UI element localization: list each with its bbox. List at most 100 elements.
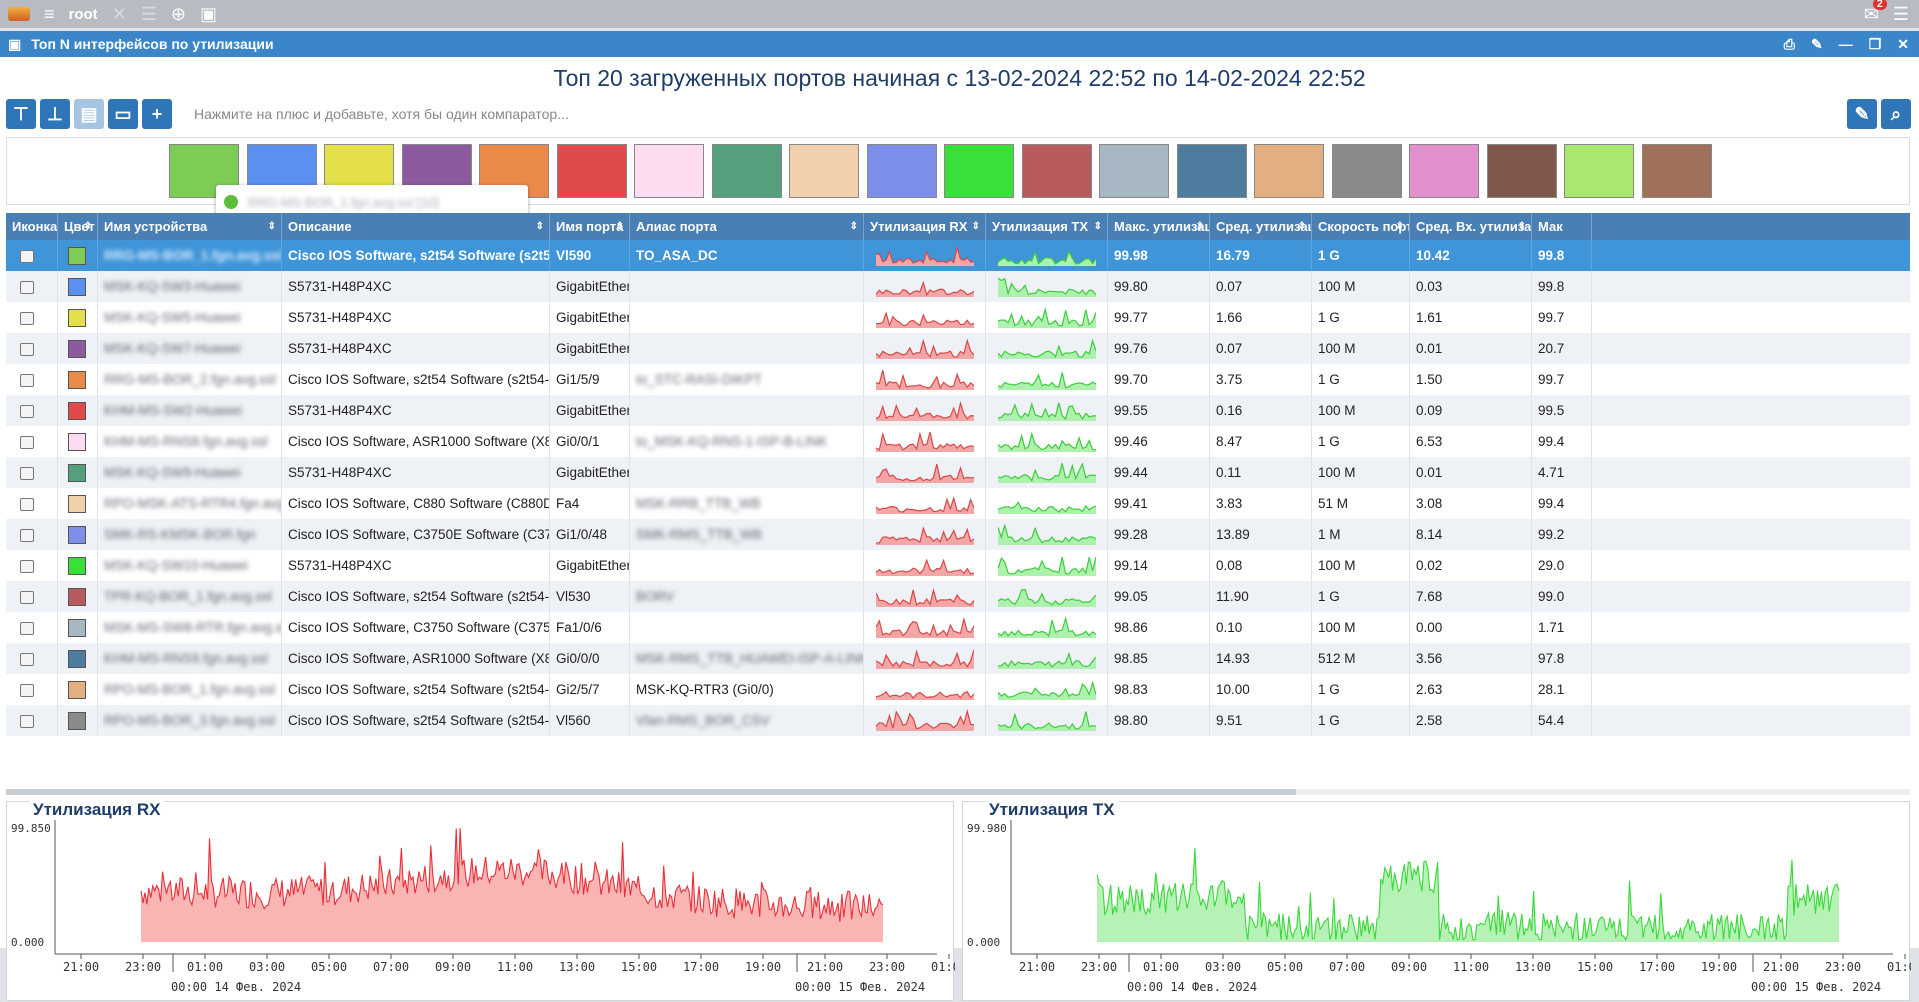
row-icon[interactable] [20,466,34,480]
print-icon[interactable]: ⎙ [1783,35,1795,52]
column-header[interactable]: Утилизация TX ⇕ [986,213,1108,240]
row-icon[interactable] [20,404,34,418]
sort-icon[interactable]: ⇕ [971,221,980,232]
sort-icon[interactable]: ⇕ [1093,221,1102,232]
row-icon[interactable] [20,373,34,387]
search-icon[interactable]: ⌕ [1881,99,1911,129]
row-icon[interactable] [20,280,34,294]
table-row[interactable]: KHM-MS-SW2-Huawei S5731-H48P4XC GigabitEth… [6,395,1910,426]
close-icon[interactable]: ✕ [1897,35,1909,52]
network-icon[interactable]: ✕ [111,3,127,24]
column-header[interactable]: Описание ⇕ [282,213,550,240]
sort-icon[interactable]: ⇕ [267,221,276,232]
restore-icon[interactable]: ❐ [1868,35,1882,52]
menu-icon[interactable]: ≡ [44,3,55,24]
row-icon[interactable] [20,311,34,325]
row-icon[interactable] [20,528,34,542]
table-row[interactable]: RPO-MSK-ATS-RTR4.fgn.avg.ssl Cisco IOS So… [6,488,1910,519]
table-row[interactable]: KHM-MS-RNS8.fgn.avg.ssl Cisco IOS Softwar… [6,426,1910,457]
column-header[interactable]: Имя устройства ⇕ [98,213,282,240]
color-swatch[interactable] [1254,144,1324,198]
color-swatch[interactable] [944,144,1014,198]
column-header-label: Мак [1538,219,1563,234]
table-row[interactable]: MSK-KQ-SW10-Huawei S5731-H48P4XC GigabitEt… [6,550,1910,581]
color-swatch[interactable] [1641,144,1712,198]
avg-in-util-cell: 0.02 [1410,550,1532,581]
column-header[interactable]: Скорость порта ⇕ [1312,213,1410,240]
device-name-cell-text: MSK-KQ-SW3-Huawei [104,279,241,294]
color-swatch[interactable] [1099,144,1169,198]
add-filter-button[interactable]: ⊤ [6,99,36,129]
row-color-cell [58,612,98,643]
row-icon[interactable] [20,342,34,356]
list-icon[interactable]: ☰ [140,3,157,24]
table-row[interactable]: TPR-KQ-BOR_1.fgn.avg.ssl Cisco IOS Softwa… [6,581,1910,612]
row-color-box [68,402,86,421]
sort-icon[interactable]: ⇕ [1517,221,1526,232]
minimize-icon[interactable]: — [1838,35,1853,52]
pin-icon[interactable]: ✎ [1810,35,1823,52]
row-icon[interactable] [20,621,34,635]
column-header[interactable]: Иконка [6,213,58,240]
color-swatch[interactable] [1331,144,1402,198]
column-header[interactable]: Утилизация RX ⇕ [864,213,986,240]
sort-icon[interactable]: ⇕ [1195,221,1204,232]
remove-filter-button[interactable]: ⊥ [40,99,70,129]
column-header[interactable]: Сред. Вх. утилизация⇕ [1410,213,1532,240]
color-swatch[interactable] [711,144,782,198]
row-icon[interactable] [20,497,34,511]
column-header[interactable]: Алиас порта ⇕ [630,213,864,240]
row-icon[interactable] [20,559,34,573]
sort-icon[interactable]: ⇕ [1297,221,1306,232]
row-icon[interactable] [20,590,34,604]
color-swatch[interactable] [866,144,937,198]
row-icon[interactable] [20,683,34,697]
table-row[interactable]: RRG-MS-BOR_1.fgn.avg.ssl Cisco IOS Softwa… [6,240,1910,271]
root-label[interactable]: root [68,5,98,23]
color-swatch[interactable] [1486,144,1557,198]
horizontal-scrollbar[interactable] [6,789,1910,795]
sort-icon[interactable]: ⇕ [535,221,544,232]
sort-icon[interactable]: ⇕ [83,221,92,232]
column-header[interactable]: Макс. утилизация⇕ [1108,213,1210,240]
table-row[interactable]: MSK-KQ-SW3-Huawei S5731-H48P4XC GigabitEth… [6,271,1910,302]
color-swatch[interactable] [1409,144,1479,198]
save-icon[interactable]: ▤ [74,99,104,129]
color-swatch[interactable] [1564,144,1634,198]
row-icon[interactable] [20,249,34,263]
color-swatch[interactable] [556,144,627,198]
open-folder-icon[interactable]: ▭ [108,99,138,129]
column-header[interactable]: Мак [1532,213,1592,240]
notifications-icon[interactable]: ✉ 2 [1864,0,1887,25]
row-icon[interactable] [20,435,34,449]
settings-wrench-icon[interactable]: ✎ [1847,99,1877,129]
table-row[interactable]: MSK-KQ-SW7-Huawei S5731-H48P4XC GigabitEth… [6,333,1910,364]
sort-icon[interactable]: ⇕ [1395,221,1404,232]
tx-sparkline [998,711,1096,731]
add-comparator-button[interactable]: + [142,99,172,129]
table-row[interactable]: MSK-MS-SW8-RTR.fgn.avg.ssl Cisco IOS Soft… [6,612,1910,643]
table-row[interactable]: RPO-MS-BOR_3.fgn.avg.ssl Cisco IOS Softwa… [6,705,1910,736]
color-swatch[interactable] [1021,144,1092,198]
sort-icon[interactable]: ⇕ [615,221,624,232]
column-header[interactable]: Цвет ⇕ [58,213,98,240]
target-icon[interactable]: ⊕ [170,3,187,24]
window-icon[interactable]: ▣ [200,3,218,24]
table-row[interactable]: KHM-MS-RNS9.fgn.avg.ssl Cisco IOS Softwar… [6,643,1910,674]
table-row[interactable]: MSK-KQ-SW5-Huawei S5731-H48P4XC GigabitEth… [6,302,1910,333]
row-icon[interactable] [20,652,34,666]
column-header[interactable]: Имя порта ⇕ [550,213,630,240]
tx-sparkline-cell [986,674,1108,705]
color-swatch[interactable] [789,144,859,198]
table-row[interactable]: MSK-KQ-SW9-Huawei S5731-H48P4XC GigabitEth… [6,457,1910,488]
color-swatch[interactable] [634,144,704,198]
row-icon[interactable] [20,714,34,728]
color-swatch[interactable] [1176,144,1247,198]
column-header-label: Макс. утилизация [1114,219,1209,234]
table-row[interactable]: RPO-MS-BOR_1.fgn.avg.ssl Cisco IOS Softwa… [6,674,1910,705]
column-header[interactable]: Сред. утилизация⇕ [1210,213,1312,240]
main-menu-icon[interactable]: ☰ [1892,3,1909,24]
table-row[interactable]: RRG-MS-BOR_2.fgn.avg.ssl Cisco IOS Softwa… [6,364,1910,395]
sort-icon[interactable]: ⇕ [849,221,858,232]
table-row[interactable]: SMK-RS-KMSK-BOR.fgn Cisco IOS Software, C… [6,519,1910,550]
